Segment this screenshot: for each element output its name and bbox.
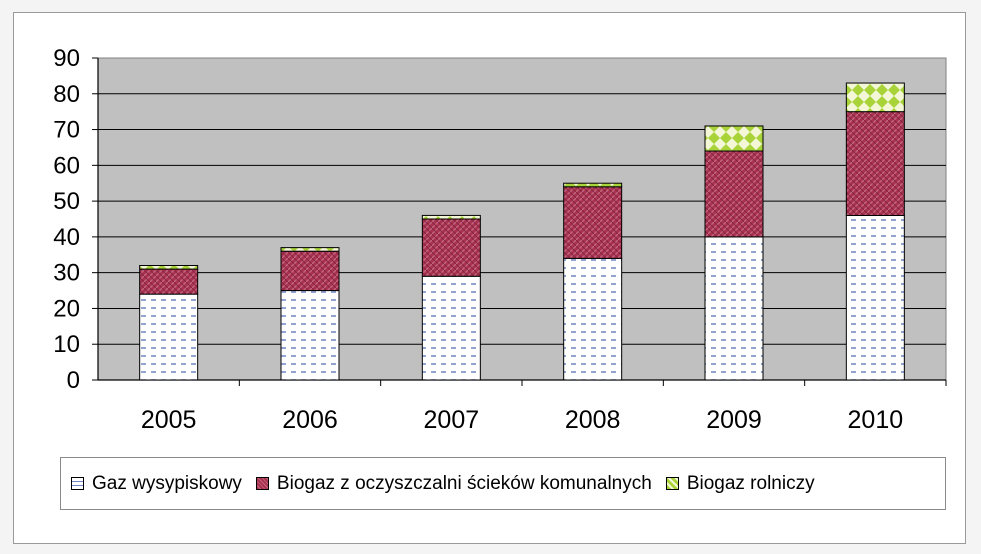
y-tick-label: 60	[53, 152, 80, 179]
legend: Gaz wysypiskowy Biogaz z oczyszczalni śc…	[60, 457, 946, 510]
y-tick-label: 80	[53, 81, 80, 108]
plot-area	[97, 57, 947, 381]
y-tick-label: 90	[53, 45, 80, 72]
bar-gaz-wysypiskowy-2006	[280, 290, 340, 381]
legend-item-biogaz-oczyszczalni: Biogaz z oczyszczalni ścieków komunalnyc…	[255, 472, 652, 495]
x-tick-label-2008: 2008	[565, 406, 621, 434]
legend-swatch-gaz-wysypiskowy	[71, 477, 84, 490]
bar-biogaz-rolniczy-2005	[139, 265, 199, 270]
bar-biogaz-oczyszczalni-2007	[421, 218, 481, 277]
bar-biogaz-rolniczy-2007	[421, 214, 481, 220]
bar-biogaz-oczyszczalni-2010	[845, 111, 905, 216]
x-tick-label-2010: 2010	[848, 406, 904, 434]
bar-biogaz-oczyszczalni-2005	[139, 268, 199, 295]
bar-biogaz-rolniczy-2008	[563, 182, 623, 188]
y-tick-label: 50	[53, 188, 80, 215]
x-tick-label-2006: 2006	[282, 406, 338, 434]
bar-gaz-wysypiskowy-2010	[845, 214, 905, 381]
legend-item-biogaz-rolniczy: Biogaz rolniczy	[665, 472, 815, 495]
legend-swatch-biogaz-oczyszczalni	[255, 477, 269, 490]
bar-gaz-wysypiskowy-2009	[704, 236, 764, 381]
y-tick-label: 0	[67, 367, 80, 394]
x-tick-label-2005: 2005	[141, 406, 197, 434]
x-tick-label-2009: 2009	[706, 406, 762, 434]
legend-label-biogaz-oczyszczalni: Biogaz z oczyszczalni ścieków komunalnyc…	[276, 472, 652, 494]
y-tick-label: 20	[53, 295, 80, 322]
legend-label-gaz-wysypiskowy: Gaz wysypiskowy	[92, 472, 242, 494]
bar-gaz-wysypiskowy-2005	[139, 293, 199, 381]
x-tick-label-2007: 2007	[424, 406, 480, 434]
legend-swatch-biogaz-rolniczy	[665, 477, 679, 490]
legend-item-gaz-wysypiskowy: Gaz wysypiskowy	[71, 473, 242, 495]
bar-biogaz-rolniczy-2010	[845, 82, 905, 113]
bar-gaz-wysypiskowy-2008	[563, 257, 623, 381]
y-tick-label: 70	[53, 117, 80, 144]
bar-biogaz-oczyszczalni-2008	[563, 186, 623, 259]
bar-biogaz-rolniczy-2006	[280, 247, 340, 252]
bar-biogaz-oczyszczalni-2006	[280, 250, 340, 292]
y-tick-label: 10	[53, 331, 80, 358]
legend-label-biogaz-rolniczy: Biogaz rolniczy	[686, 472, 815, 494]
bar-biogaz-rolniczy-2009	[704, 125, 764, 152]
y-tick-label: 30	[53, 260, 80, 287]
bar-biogaz-oczyszczalni-2009	[704, 150, 764, 238]
y-tick-label: 40	[53, 224, 80, 251]
bar-gaz-wysypiskowy-2007	[421, 275, 481, 381]
